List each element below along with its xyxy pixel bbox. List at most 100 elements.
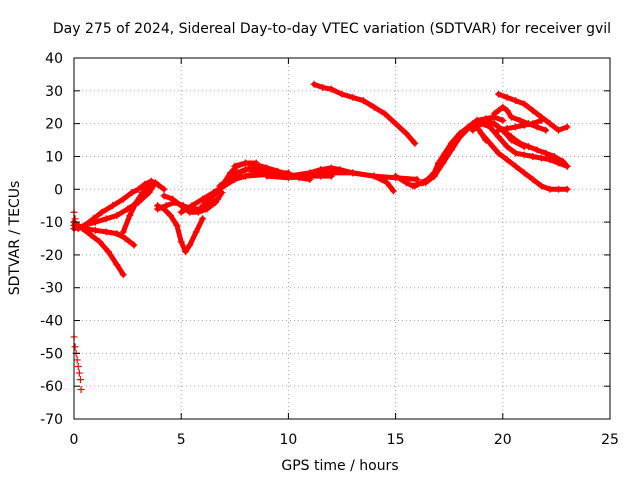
data-point xyxy=(462,126,470,134)
data-point xyxy=(469,120,477,128)
data-point xyxy=(177,202,185,210)
series-trace xyxy=(311,81,418,146)
axis-ticks: 0 5 10 15 20 25 -70 -60 -50 -40 -30 -20 -10 0 10 20 30 40 xyxy=(40,51,619,448)
data-point xyxy=(495,149,503,157)
y-tick-label: -10 xyxy=(40,215,63,231)
data-point xyxy=(550,152,558,160)
data-point xyxy=(529,175,537,183)
series-arc-16 xyxy=(310,80,419,147)
data-point xyxy=(119,195,127,203)
data-point xyxy=(495,133,503,141)
data-point xyxy=(507,113,515,121)
data-point xyxy=(495,126,503,134)
data-point xyxy=(177,238,185,246)
data-point xyxy=(317,166,325,174)
data-point xyxy=(359,97,367,105)
data-point xyxy=(166,212,174,220)
x-tick-label: 20 xyxy=(494,432,512,448)
data-point xyxy=(477,120,485,128)
data-point xyxy=(370,103,378,111)
data-point xyxy=(430,172,438,180)
data-point xyxy=(74,362,82,370)
data-point xyxy=(338,90,346,98)
data-point xyxy=(512,123,520,131)
series-arc-22 xyxy=(477,129,571,193)
data-point xyxy=(109,202,117,210)
data-point xyxy=(139,189,147,197)
data-point xyxy=(439,159,447,167)
data-point xyxy=(542,126,550,134)
data-point xyxy=(141,180,149,188)
data-point xyxy=(402,179,410,187)
data-point xyxy=(73,356,81,364)
data-point xyxy=(242,159,250,167)
data-point xyxy=(199,195,207,203)
y-tick-label: -30 xyxy=(40,281,63,297)
data-point xyxy=(469,126,477,134)
data-point xyxy=(512,97,520,105)
data-point xyxy=(546,120,554,128)
data-point xyxy=(555,126,563,134)
data-point xyxy=(151,179,159,187)
data-point xyxy=(188,202,196,210)
data-point xyxy=(503,156,511,164)
data-point xyxy=(203,205,211,213)
data-point xyxy=(119,271,127,279)
data-point xyxy=(173,221,181,229)
series-trace xyxy=(161,190,225,215)
data-point xyxy=(533,123,541,131)
data-point xyxy=(102,228,110,236)
data-point xyxy=(160,192,168,200)
data-point xyxy=(383,179,391,187)
data-point xyxy=(520,169,528,177)
data-point xyxy=(516,116,524,124)
y-tick-label: 30 xyxy=(45,84,63,100)
data-point xyxy=(212,198,220,206)
data-point xyxy=(113,230,121,238)
data-point xyxy=(563,185,571,193)
y-tick-label: 40 xyxy=(45,51,63,67)
data-point xyxy=(216,182,224,190)
x-tick-label: 5 xyxy=(177,432,186,448)
data-point xyxy=(124,205,132,213)
data-point xyxy=(71,343,79,351)
series-trace xyxy=(491,121,570,169)
data-point xyxy=(128,189,136,197)
data-point xyxy=(422,179,430,187)
data-point xyxy=(192,228,200,236)
data-point xyxy=(563,123,571,131)
data-point xyxy=(490,110,498,118)
y-tick-label: 20 xyxy=(45,117,63,133)
data-point xyxy=(310,80,318,88)
data-point xyxy=(503,107,511,115)
data-point xyxy=(145,189,153,197)
y-axis-label: SDTVAR / TECUs xyxy=(7,181,23,296)
data-point xyxy=(473,116,481,124)
data-point xyxy=(529,152,537,160)
data-point xyxy=(392,172,400,180)
data-point xyxy=(349,169,357,177)
data-point xyxy=(130,241,138,249)
data-point xyxy=(370,172,378,180)
series-arc-05 xyxy=(119,182,153,236)
data-point xyxy=(447,146,455,154)
data-point xyxy=(512,149,520,157)
chart-title: Day 275 of 2024, Sidereal Day-to-day VTE… xyxy=(53,21,611,37)
y-tick-label: -20 xyxy=(40,248,63,264)
data-point xyxy=(525,120,533,128)
data-point xyxy=(126,212,134,220)
data-point xyxy=(525,143,533,151)
y-tick-label: -70 xyxy=(40,412,63,428)
data-point xyxy=(486,139,494,147)
grid-lines xyxy=(74,58,610,419)
series-trace xyxy=(264,170,396,194)
data-point xyxy=(306,172,314,180)
data-point xyxy=(104,248,112,256)
data-point xyxy=(512,162,520,170)
data-point xyxy=(220,179,228,187)
data-point xyxy=(263,172,271,180)
series-outlier-01 xyxy=(70,333,85,393)
x-tick-label: 15 xyxy=(387,432,405,448)
x-tick-label: 25 xyxy=(601,432,619,448)
